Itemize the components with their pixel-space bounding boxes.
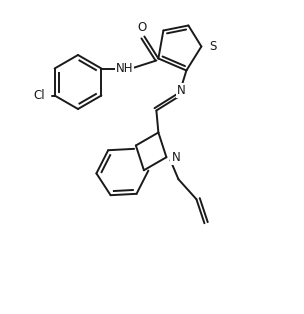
Text: O: O — [138, 21, 147, 34]
Text: Cl: Cl — [33, 89, 45, 102]
Text: N: N — [171, 151, 180, 164]
Text: NH: NH — [116, 62, 133, 75]
Text: S: S — [209, 40, 217, 53]
Text: N: N — [177, 84, 186, 97]
